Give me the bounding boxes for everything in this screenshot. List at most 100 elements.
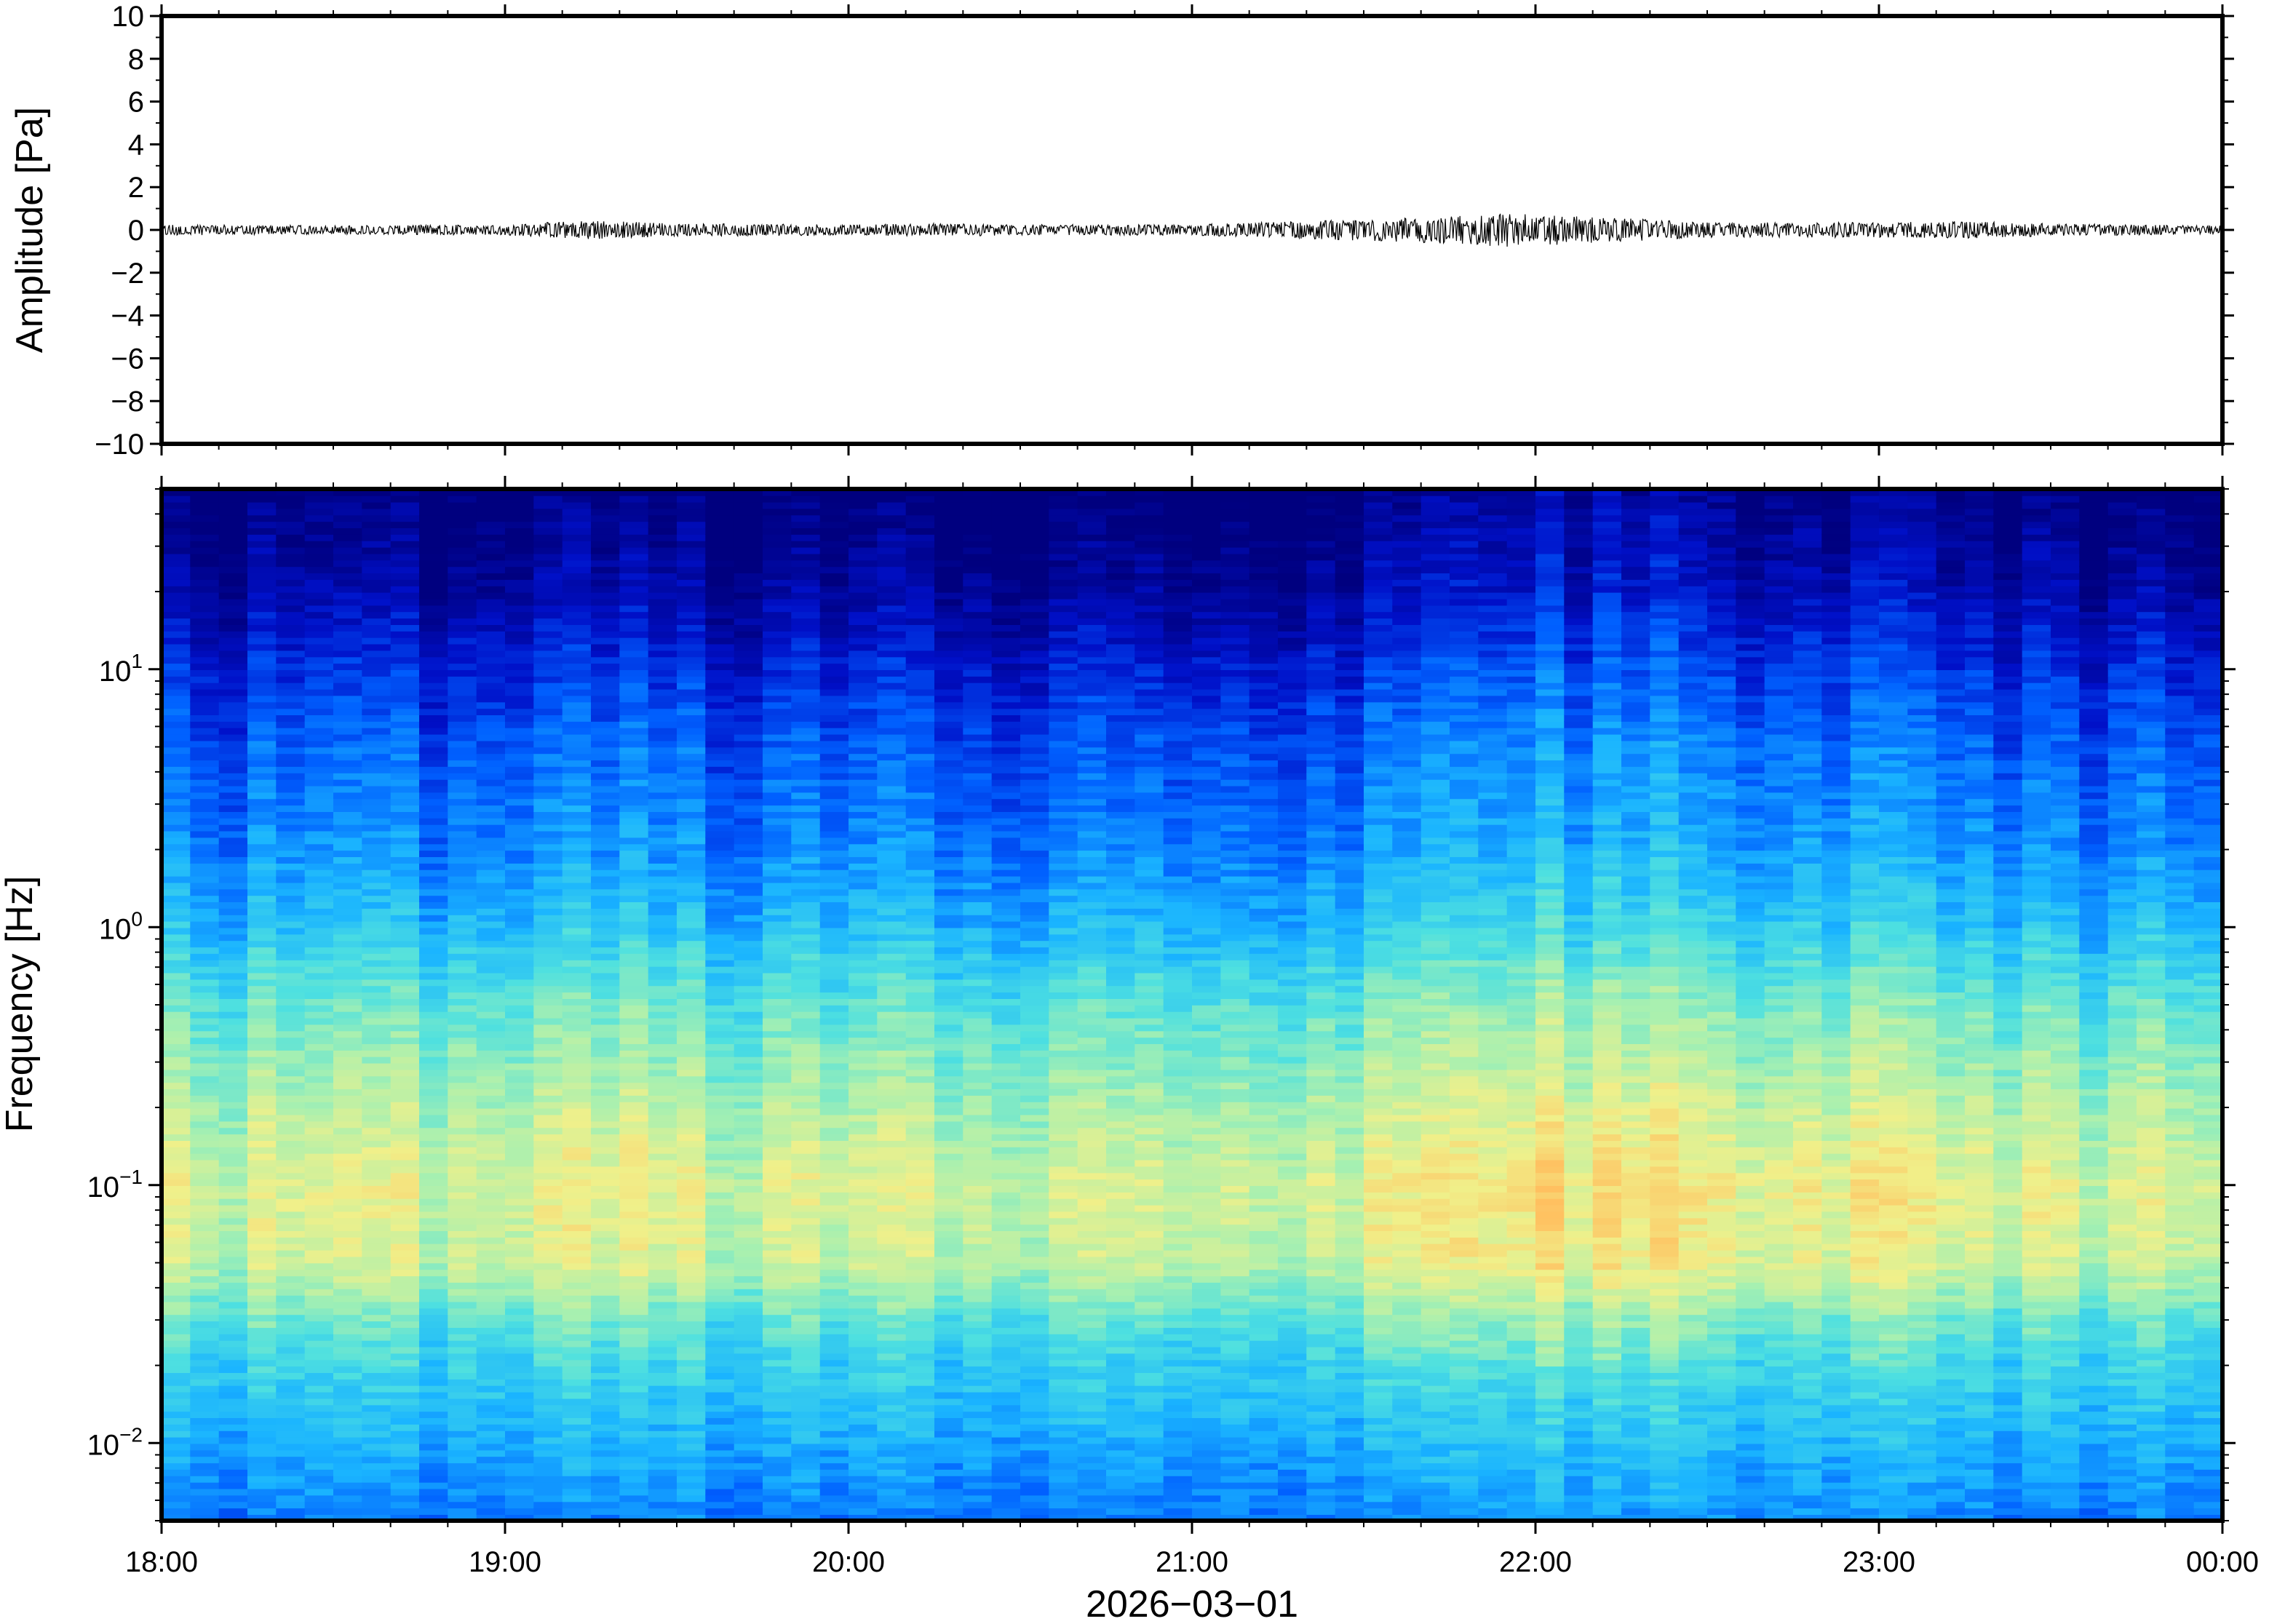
spectrogram-cell <box>419 727 449 735</box>
spectrogram-cell <box>247 856 277 864</box>
spectrogram-cell <box>849 1127 878 1135</box>
spectrogram-cell <box>448 979 477 987</box>
spectrogram-cell <box>705 818 735 825</box>
spectrogram-cell <box>963 947 993 954</box>
spectrogram-cell <box>877 1469 907 1476</box>
spectrogram-cell <box>791 1056 821 1064</box>
spectrogram-cell <box>677 998 707 1006</box>
spectrogram-cell <box>705 1075 735 1083</box>
spectrogram-cell <box>247 1101 277 1109</box>
spectrogram-cell <box>419 1011 449 1019</box>
spectrogram-cell <box>247 534 277 541</box>
spectrogram-cell <box>677 1082 707 1089</box>
spectrogram-cell <box>991 585 1021 593</box>
spectrogram-cell <box>333 637 363 645</box>
spectrogram-cell <box>390 1147 420 1154</box>
spectrogram-cell <box>218 1050 248 1057</box>
spectrogram-cell <box>533 1088 563 1096</box>
spectrogram-cell <box>849 495 878 503</box>
spectrogram-cell <box>763 875 792 883</box>
spectrogram-cell <box>991 534 1021 541</box>
spectrogram-cell <box>734 618 763 625</box>
spectrogram-cell <box>304 1179 334 1186</box>
spectrogram-cell <box>791 721 821 728</box>
spectrogram-cell <box>562 501 592 509</box>
spectrogram-cell <box>619 779 649 787</box>
spectrogram-cell <box>362 553 392 561</box>
spectrogram-cell <box>648 1095 677 1102</box>
waveform-frame <box>159 14 2225 446</box>
spectrogram-cell <box>905 1037 935 1044</box>
spectrogram-cell <box>304 1069 334 1077</box>
spectrogram-cell <box>877 1334 907 1341</box>
spectrogram-cell <box>963 895 993 902</box>
spectrogram-cell <box>448 1017 477 1025</box>
spectrogram-cell <box>905 1237 935 1244</box>
spectrogram-cell <box>734 1366 763 1373</box>
spectrogram-cell <box>619 592 649 600</box>
spectrogram-cell <box>190 1153 220 1161</box>
spectrogram-cell <box>591 715 621 722</box>
spectrogram-cell <box>934 1243 964 1251</box>
spectrogram-cell <box>190 1082 220 1089</box>
spectrogram-cell <box>162 1411 191 1418</box>
spectrogram-cell <box>390 1030 420 1038</box>
spectrogram-cell <box>304 1114 334 1122</box>
spectrogram-cell <box>677 895 707 902</box>
spectrogram-cell <box>390 1037 420 1044</box>
spectrogram-cell <box>333 818 363 825</box>
spectrogram-cell <box>162 1069 191 1077</box>
spectrogram-cell <box>333 1449 363 1457</box>
spectrogram-cell <box>677 1321 707 1328</box>
spectrogram-cell <box>247 1289 277 1296</box>
spectrogram-cell <box>276 1476 306 1483</box>
spectrogram-cell <box>190 682 220 690</box>
spectrogram-cell <box>533 1391 563 1399</box>
spectrogram-cell <box>448 676 477 683</box>
spectrogram-cell <box>304 1192 334 1199</box>
spectrogram-cell <box>648 566 677 573</box>
spectrogram-cell <box>362 514 392 522</box>
spectrogram-cell <box>591 1282 621 1289</box>
spectrogram-cell <box>218 953 248 960</box>
spectrogram-cell <box>619 624 649 632</box>
spectrogram-cell <box>448 1179 477 1186</box>
spectrogram-cell <box>162 1275 191 1283</box>
spectrogram-cell <box>247 1398 277 1406</box>
spectrogram-cell <box>390 1269 420 1277</box>
spectrogram-cell <box>218 1301 248 1309</box>
spectrogram-cell <box>648 895 677 902</box>
spectrogram-cell <box>304 624 334 632</box>
spectrogram-cell <box>505 1385 535 1393</box>
spectrogram-cell <box>905 850 935 857</box>
spectrogram-cell <box>390 979 420 987</box>
spectrogram-cell <box>991 663 1021 670</box>
spectrogram-cell <box>162 1359 191 1367</box>
spectrogram-cell <box>991 1379 1021 1386</box>
spectrogram-cell <box>562 656 592 664</box>
spectrogram-cell <box>333 1172 363 1180</box>
spectrogram-cell <box>763 1334 792 1341</box>
spectrogram-cell <box>677 1494 707 1502</box>
spectrogram-cell <box>276 1134 306 1141</box>
spectrogram-cell <box>734 1166 763 1174</box>
spectrogram-cell <box>390 773 420 780</box>
spectrogram-cell <box>991 1301 1021 1309</box>
spectrogram-cell <box>362 592 392 600</box>
spectrogram-cell <box>390 1327 420 1334</box>
spectrogram-cell <box>648 1185 677 1193</box>
spectrogram-cell <box>218 1166 248 1174</box>
spectrogram-cell <box>419 1456 449 1464</box>
spectrogram-cell <box>218 501 248 509</box>
spectrogram-cell <box>276 1075 306 1083</box>
spectrogram-cell <box>505 528 535 535</box>
spectrogram-cell <box>304 747 334 755</box>
spectrogram-cell <box>448 1379 477 1386</box>
spectrogram-cell <box>734 920 763 928</box>
spectrogram-cell <box>963 1256 993 1264</box>
spectrogram-cell <box>791 1030 821 1038</box>
spectrogram-cell <box>304 528 334 535</box>
spectrogram-cell <box>362 1372 392 1380</box>
spectrogram-cell <box>677 618 707 625</box>
spectrogram-cell <box>276 1095 306 1102</box>
